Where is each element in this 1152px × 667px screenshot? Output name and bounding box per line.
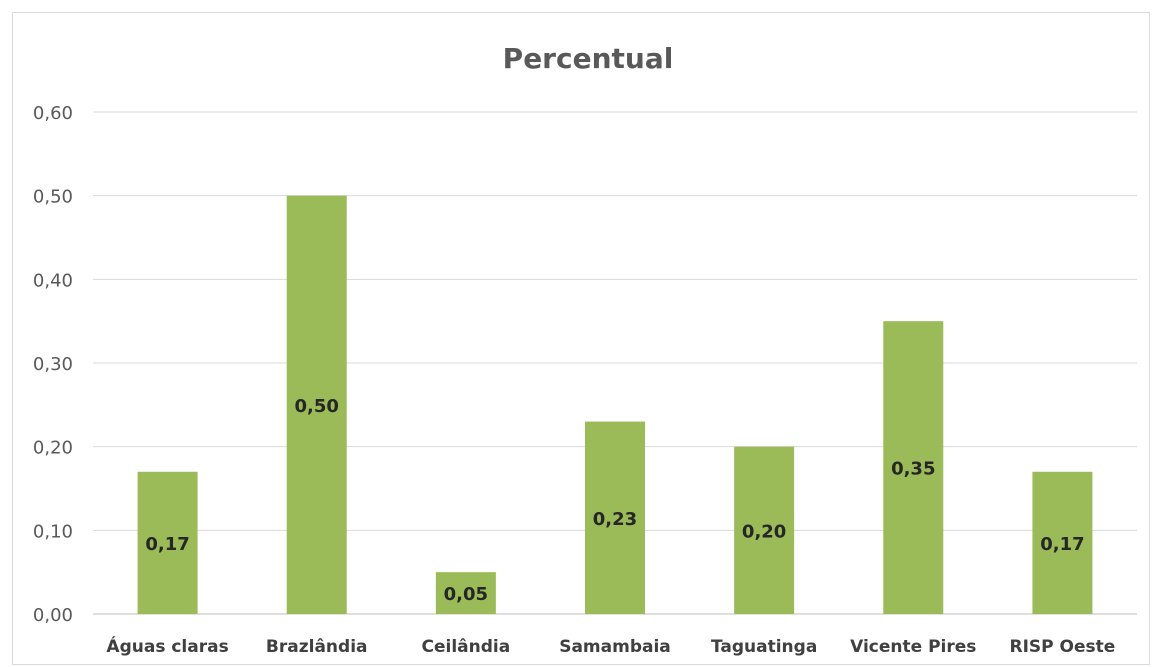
bar [137, 471, 198, 614]
x-tick-label: RISP Oeste [1010, 637, 1116, 657]
x-tick-label: Samambaia [559, 637, 671, 657]
data-label: 0,17 [145, 534, 189, 555]
y-tick-label: 0,50 [33, 187, 73, 208]
data-labels: 0,17 0,50 0,05 0,23 0,20 0,35 0,17 [145, 396, 1084, 605]
x-tick-label: Ceilândia [422, 637, 511, 657]
data-label: 0,17 [1040, 534, 1084, 555]
bar [435, 572, 496, 614]
data-label: 0,35 [891, 459, 935, 480]
y-tick-label: 0,30 [33, 354, 73, 375]
bar [1032, 471, 1093, 614]
y-tick-label: 0,40 [33, 270, 73, 291]
y-tick-label: 0,10 [33, 521, 73, 542]
x-tick-label: Águas claras [106, 635, 228, 657]
gridlines [93, 111, 1137, 615]
data-label: 0,50 [295, 396, 339, 417]
bar [585, 421, 645, 614]
bars [137, 195, 1093, 614]
chart-frame [12, 12, 1150, 665]
x-tick-label: Vicente Pires [850, 637, 976, 657]
data-label: 0,20 [742, 521, 786, 542]
bar [883, 321, 944, 614]
y-tick-label: 0,00 [33, 605, 73, 626]
chart-title: Percentual [503, 42, 674, 75]
x-tick-label: Taguatinga [711, 637, 817, 657]
y-axis-ticks: 0,00 0,10 0,20 0,30 0,40 0,50 0,60 [33, 103, 73, 626]
data-label: 0,23 [593, 509, 637, 530]
x-axis-ticks: Águas claras Brazlândia Ceilândia Samambaia… [106, 635, 1115, 657]
bar [286, 195, 347, 614]
y-tick-label: 0,20 [33, 438, 73, 459]
x-tick-label: Brazlândia [266, 637, 368, 657]
data-label: 0,05 [444, 584, 488, 605]
bar [734, 446, 795, 614]
y-tick-label: 0,60 [33, 103, 73, 124]
